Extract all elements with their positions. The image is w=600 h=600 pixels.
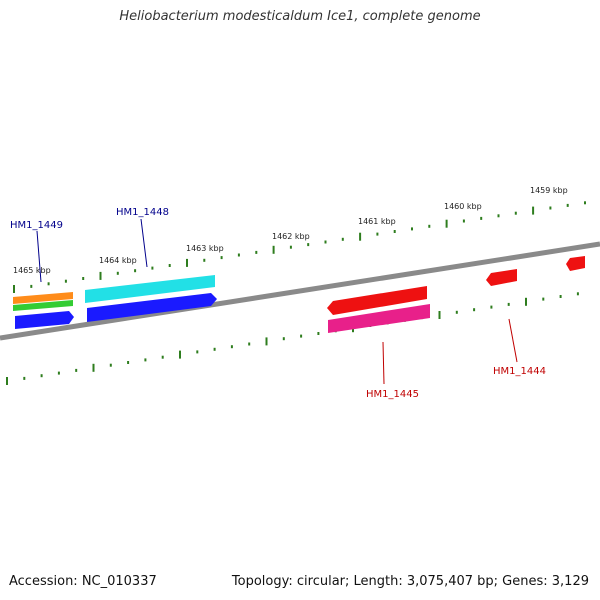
leader-line-1445 bbox=[382, 341, 385, 385]
leader-line-1444 bbox=[508, 318, 518, 363]
map-title: Heliobacterium modesticaldum Ice1, compl… bbox=[119, 9, 481, 24]
gene-label-hm1-1445[interactable]: HM1_1445 bbox=[366, 389, 419, 400]
gene-feature-red-1444[interactable] bbox=[486, 269, 517, 286]
gene-feature-magenta-1445[interactable] bbox=[328, 304, 430, 333]
outer-tick-track bbox=[13, 201, 586, 293]
kbp-label-1459: 1459 kbp bbox=[530, 186, 568, 195]
minus-strand-genes bbox=[327, 256, 585, 333]
gene-labels: HM1_1449 HM1_1448 HM1_1445 HM1_1444 bbox=[10, 207, 546, 400]
leader-line-1448 bbox=[140, 218, 148, 268]
kbp-labels: 1465 kbp 1464 kbp 1463 kbp 1462 kbp 1461… bbox=[13, 186, 568, 275]
kbp-label-1465: 1465 kbp bbox=[13, 266, 51, 275]
gene-feature-cyan-1448[interactable] bbox=[85, 275, 215, 303]
genome-summary-text: Topology: circular; Length: 3,075,407 bp… bbox=[231, 574, 589, 589]
kbp-label-1460: 1460 kbp bbox=[444, 202, 482, 211]
gene-feature-red-1443[interactable] bbox=[566, 256, 585, 271]
gene-feature-blue-1448[interactable] bbox=[87, 293, 217, 322]
kbp-label-1462: 1462 kbp bbox=[272, 232, 310, 241]
accession-text: Accession: NC_010337 bbox=[9, 574, 157, 589]
gene-feature-blue-1449[interactable] bbox=[15, 311, 74, 329]
kbp-label-1464: 1464 kbp bbox=[99, 256, 137, 265]
gene-feature-green[interactable] bbox=[13, 300, 73, 311]
gene-label-hm1-1449[interactable]: HM1_1449 bbox=[10, 220, 63, 231]
gene-label-leaders bbox=[36, 218, 518, 385]
gene-feature-red-1445[interactable] bbox=[327, 286, 427, 315]
kbp-label-1463: 1463 kbp bbox=[186, 244, 224, 253]
plus-strand-genes bbox=[13, 275, 217, 329]
gene-feature-orange[interactable] bbox=[13, 292, 73, 304]
leader-line-1449 bbox=[36, 230, 42, 283]
gene-label-hm1-1444[interactable]: HM1_1444 bbox=[493, 366, 546, 377]
gene-label-hm1-1448[interactable]: HM1_1448 bbox=[116, 207, 169, 218]
kbp-label-1461: 1461 kbp bbox=[358, 217, 396, 226]
genome-backbone bbox=[0, 241, 600, 341]
